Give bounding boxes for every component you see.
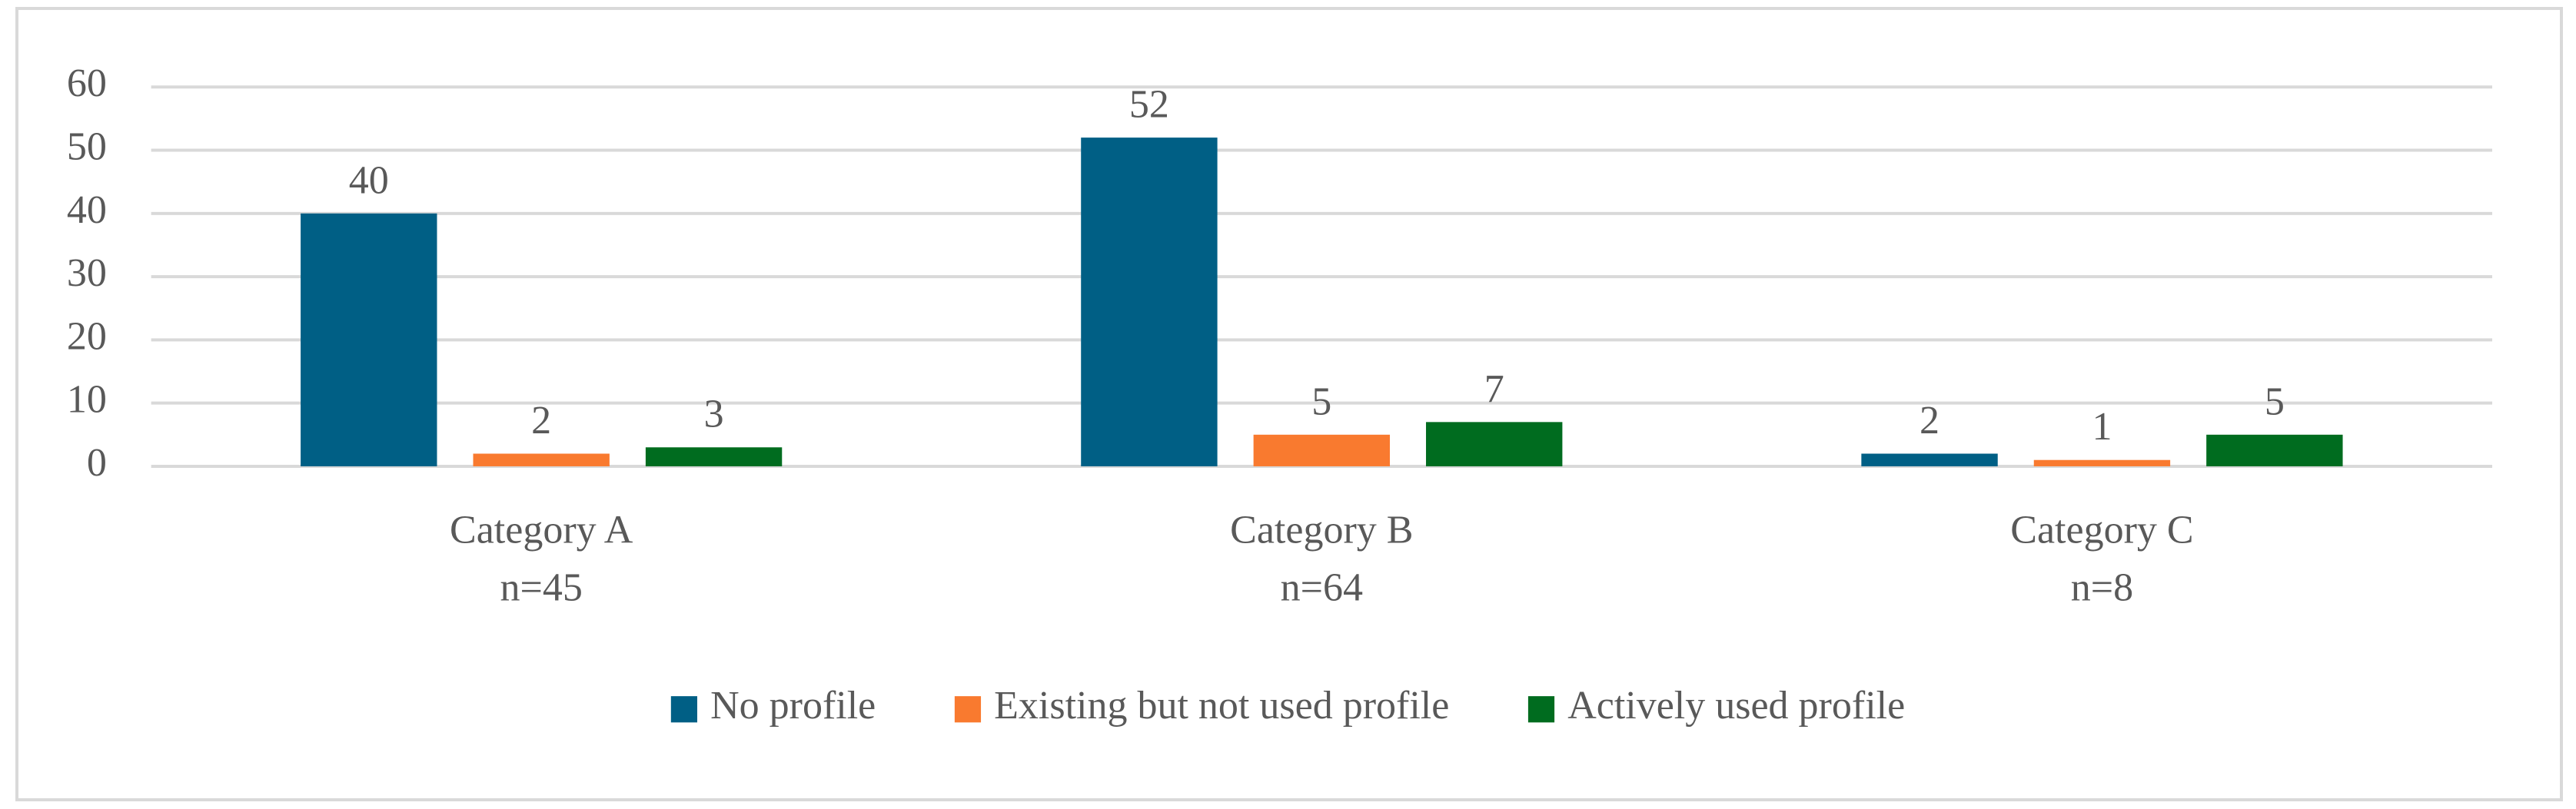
bar	[2033, 459, 2171, 466]
bar	[1861, 453, 1998, 466]
x-tick-label: Category B	[1230, 509, 1413, 552]
x-tick-label: n=64	[1281, 565, 1363, 609]
data-label: 7	[1484, 367, 1504, 411]
bar	[645, 447, 783, 466]
data-label: 40	[349, 158, 389, 202]
y-tick-label: 10	[67, 378, 107, 422]
legend-label: No profile	[710, 684, 876, 728]
y-tick-label: 30	[67, 251, 107, 295]
data-label: 5	[2265, 380, 2285, 423]
data-label: 2	[531, 399, 551, 443]
bar	[1081, 138, 1218, 466]
y-tick-label: 20	[67, 314, 107, 358]
legend-label: Existing but not used profile	[994, 684, 1449, 728]
x-tick-label: n=8	[2071, 565, 2133, 609]
bar	[1253, 434, 1391, 466]
y-tick-label: 0	[87, 441, 107, 485]
data-label: 52	[1129, 83, 1169, 127]
x-tick-label: n=45	[500, 565, 583, 609]
data-label: 1	[2092, 405, 2112, 449]
x-tick-label: Category A	[450, 509, 633, 552]
data-label: 3	[704, 393, 724, 436]
y-tick-label: 50	[67, 124, 107, 168]
y-tick-label: 60	[67, 61, 107, 105]
x-tick-label: Category C	[2010, 509, 2193, 552]
y-tick-label: 40	[67, 188, 107, 232]
legend-label: Actively used profile	[1567, 684, 1905, 728]
legend-swatch	[954, 696, 982, 723]
bar	[1426, 422, 1563, 466]
bar	[301, 213, 437, 466]
bar	[2206, 434, 2343, 466]
legend-swatch	[670, 696, 698, 723]
bar	[473, 453, 610, 466]
legend-swatch	[1527, 696, 1555, 723]
data-label: 5	[1311, 380, 1331, 423]
data-label: 2	[1920, 399, 1939, 443]
